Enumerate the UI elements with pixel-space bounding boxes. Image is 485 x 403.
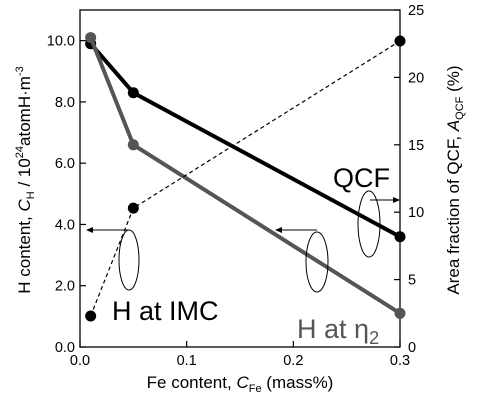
x-label-main: Fe content, — [147, 373, 237, 392]
axis-ticks: 0.0 0.1 0.2 0.3 0.0 2.0 4.0 6.0 8.0 10.0 0 5 10 15 20 2… — [47, 3, 424, 369]
series-0-point-2 — [394, 231, 406, 243]
imc-label: H at IMC — [112, 296, 219, 326]
yl-label-sup: 24 — [14, 146, 26, 158]
y-right-tick-label: 15 — [408, 138, 424, 154]
yl-label-unit-post: atomH·m — [15, 76, 34, 146]
yl-label-var: C — [15, 199, 34, 212]
y-left-tick-label: 0.0 — [55, 340, 75, 356]
series-2-point-0 — [85, 310, 97, 322]
series-1-point-0 — [85, 32, 97, 44]
series-2-point-1 — [127, 202, 139, 214]
x-label-unit: (mass%) — [262, 373, 334, 392]
imc-ellipse — [118, 229, 140, 291]
eta-arrow-head — [275, 227, 282, 233]
series-1-point-2 — [394, 307, 406, 319]
series-2-point-2 — [394, 35, 406, 47]
yr-label-sub: QCF — [454, 96, 466, 120]
eta-ellipse — [305, 231, 329, 293]
x-tick-label: 0.1 — [177, 353, 197, 369]
x-label-var: C — [236, 373, 249, 392]
yl-label-sub: H — [25, 191, 37, 199]
y-left-tick-label: 10.0 — [47, 34, 75, 50]
x-tick-label: 0.0 — [70, 353, 90, 369]
y-right-axis-label: Area fraction of QCF, AQCF (%) — [444, 65, 466, 294]
qcf-ellipse — [357, 190, 381, 258]
y-left-tick-label: 2.0 — [55, 279, 75, 295]
x-axis-label: Fe content, CFe (mass%) — [147, 373, 334, 395]
yl-label-main: H content, — [15, 212, 34, 294]
yl-label-unit-pre: / 10 — [15, 158, 34, 191]
x-tick-label: 0.3 — [390, 353, 410, 369]
yl-label-sup2: -3 — [14, 66, 26, 76]
y-left-tick-label: 4.0 — [55, 217, 75, 233]
y-left-axis-label: H content, CH / 1024atomH·m-3 — [14, 66, 37, 293]
y-right-tick-label: 0 — [408, 340, 416, 356]
y-right-tick-label: 25 — [408, 3, 424, 19]
qcf-arrow-head — [393, 197, 400, 203]
x-label-sub: Fe — [249, 383, 262, 395]
yr-label-main: Area fraction of QCF, — [444, 131, 463, 294]
eta-label-symbol: η — [354, 314, 369, 344]
yr-label-var: A — [444, 120, 463, 132]
eta-label-subscript: 2 — [369, 328, 379, 348]
series-0-point-1 — [127, 87, 139, 99]
y-left-tick-label: 8.0 — [55, 95, 75, 111]
y-right-tick-label: 5 — [408, 273, 416, 289]
y-right-tick-label: 20 — [408, 70, 424, 86]
x-tick-label: 0.2 — [283, 353, 303, 369]
eta-label-pre: H at — [297, 314, 354, 344]
yr-label-unit: (%) — [444, 65, 463, 96]
plot-frame — [79, 9, 401, 348]
qcf-label: QCF — [333, 163, 390, 193]
y-left-tick-label: 6.0 — [55, 156, 75, 172]
series-group — [85, 32, 406, 322]
eta-label: H at η2 — [297, 314, 379, 348]
annotation-overlays — [86, 190, 400, 293]
imc-arrow-head — [86, 227, 93, 233]
y-right-tick-label: 10 — [408, 205, 424, 221]
series-1-point-1 — [127, 139, 139, 151]
